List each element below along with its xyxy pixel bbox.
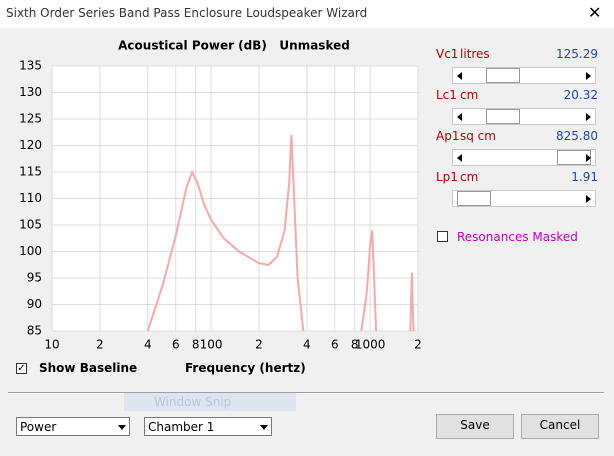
baseline-label[interactable]: Show Baseline [39, 361, 138, 375]
slider-value: 1.91 [571, 170, 598, 184]
slider-thumb[interactable] [486, 68, 520, 83]
slider-name: Ap1 [436, 129, 460, 143]
chart: Acoustical Power (dB) Unmasked 85 90 95 100… [19, 39, 422, 352]
separator [8, 392, 604, 394]
y-tick-label: 90 [27, 297, 42, 311]
ghost-snip: Window Snip [124, 393, 296, 411]
slider-right[interactable] [586, 154, 591, 162]
slider-left[interactable] [457, 72, 462, 80]
mode-dropdown[interactable]: Power [16, 417, 130, 436]
x-tick-label: 4 [144, 338, 152, 352]
save-button[interactable]: Save [436, 414, 514, 439]
slider-thumb[interactable] [457, 191, 491, 206]
cancel-button[interactable]: Cancel [521, 414, 599, 439]
baseline-checkbox[interactable]: ✓ [16, 363, 27, 374]
x-tick-label: 100 [200, 338, 223, 352]
x-axis-label: Frequency (hertz) [185, 361, 306, 375]
y-tick-label: 135 [19, 59, 42, 73]
x-tick-label: 8 [351, 338, 359, 352]
slider-name: Vc1 [436, 47, 459, 61]
slider[interactable] [452, 149, 596, 166]
slider[interactable] [452, 67, 596, 84]
slider-value: 825.80 [556, 129, 598, 143]
y-tick-label: 120 [19, 138, 42, 152]
y-tick-label: 115 [19, 165, 42, 179]
slider-value: 20.32 [563, 88, 598, 102]
y-tick-label: 130 [19, 85, 42, 99]
y-tick-label: 95 [27, 271, 42, 285]
series-line [146, 134, 415, 332]
x-tick-label: 6 [331, 338, 339, 352]
chamber-value: Chamber 1 [148, 420, 215, 434]
x-tick-label: 6 [172, 338, 180, 352]
y-tick-label: 100 [19, 244, 42, 258]
slider-thumb[interactable] [486, 109, 520, 124]
slider-unit: litres [460, 47, 490, 61]
slider[interactable] [452, 190, 596, 207]
slider-left[interactable] [457, 113, 462, 121]
mode-value: Power [20, 420, 57, 434]
chart-title: Acoustical Power (dB) Unmasked [118, 39, 350, 53]
slider-name: Lc1 [436, 88, 457, 102]
slider-right[interactable] [586, 113, 591, 121]
slider-unit: cm [460, 88, 479, 102]
title-bar [0, 0, 614, 28]
resonances-checkbox[interactable] [437, 231, 448, 242]
x-tick-label: 2 [255, 338, 263, 352]
y-tick-label: 85 [27, 324, 42, 338]
slider-right[interactable] [586, 72, 591, 80]
slider[interactable] [452, 108, 596, 125]
window-title: Sixth Order Series Band Pass Enclosure L… [6, 6, 368, 20]
x-tick-label: 2 [414, 338, 422, 352]
x-tick-label: 4 [303, 338, 311, 352]
x-tick-label: 1000 [355, 338, 386, 352]
x-tick-label: 10 [44, 338, 59, 352]
x-tick-label: 2 [96, 338, 104, 352]
y-tick-label: 110 [19, 191, 42, 205]
slider-right[interactable] [586, 195, 591, 203]
slider-unit: sq cm [460, 129, 496, 143]
chamber-dropdown[interactable]: Chamber 1 [144, 417, 272, 436]
slider-unit: cm [460, 170, 479, 184]
x-tick-label: 8 [192, 338, 200, 352]
slider-value: 125.29 [556, 47, 598, 61]
close-button[interactable]: ✕ [588, 3, 602, 22]
resonances-label[interactable]: Resonances Masked [457, 230, 578, 244]
slider-name: Lp1 [436, 170, 458, 184]
y-tick-label: 105 [19, 218, 42, 232]
y-tick-label: 125 [19, 112, 42, 126]
slider-left[interactable] [457, 154, 462, 162]
